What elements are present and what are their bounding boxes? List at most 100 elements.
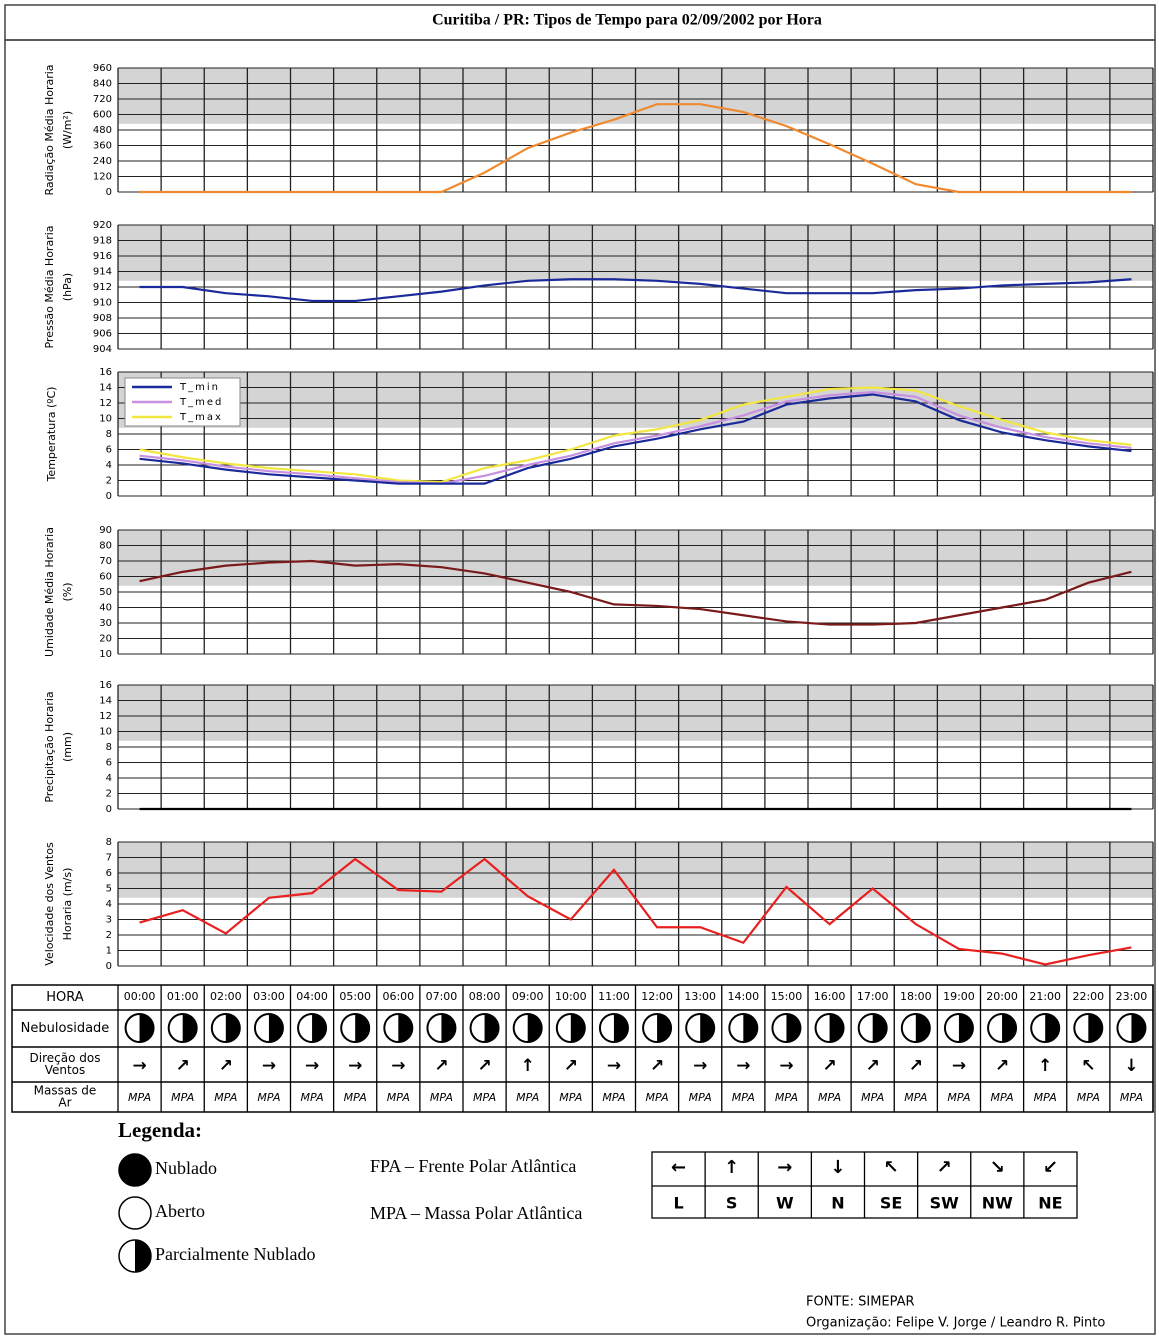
y-tick-label: 8 xyxy=(106,742,112,753)
legend-label: T_max xyxy=(179,412,223,423)
series-line xyxy=(139,857,1132,966)
wind-arrow: → xyxy=(607,1056,621,1076)
dir-arrow: ↖ xyxy=(884,1157,899,1178)
y-tick-label: 914 xyxy=(93,267,112,278)
hour: 08:00 xyxy=(469,990,501,1003)
y-tick-label: 2 xyxy=(106,789,112,800)
air-mass: MPA xyxy=(128,1091,151,1104)
cloud-icon-half xyxy=(1131,1014,1146,1042)
y-tick-label: 480 xyxy=(93,125,112,136)
air-mass: MPA xyxy=(904,1091,927,1104)
y-axis-label: (W/m²) xyxy=(61,111,74,149)
cloud-icon-half xyxy=(829,1014,844,1042)
y-tick-label: 10 xyxy=(99,414,112,425)
series-line xyxy=(139,278,1132,303)
dir-arrow: ← xyxy=(671,1157,686,1178)
legend-label: T_min xyxy=(179,382,220,393)
y-tick-label: 10 xyxy=(99,649,112,660)
y-tick-label: 6 xyxy=(106,868,112,879)
dir-arrow: ↓ xyxy=(830,1157,845,1178)
y-tick-label: 90 xyxy=(99,525,112,536)
cloud-icon-half xyxy=(700,1014,715,1042)
wind-arrow: → xyxy=(952,1056,966,1076)
legend-title: Legenda: xyxy=(118,1118,202,1142)
title: Curitiba / PR: Tipos de Tempo para 02/09… xyxy=(432,12,822,29)
dir-arrow: → xyxy=(777,1157,792,1178)
cloud-icon-half xyxy=(441,1014,456,1042)
table-frame xyxy=(11,984,1154,1113)
hour: 18:00 xyxy=(900,990,932,1003)
air-mass: MPA xyxy=(991,1091,1014,1104)
hour: 19:00 xyxy=(943,990,975,1003)
y-tick-label: 4 xyxy=(106,460,112,471)
y-tick-label: 240 xyxy=(93,156,112,167)
y-tick-label: 60 xyxy=(99,572,112,583)
air-mass: MPA xyxy=(214,1091,237,1104)
wind-arrow: → xyxy=(693,1056,707,1076)
wind-arrow: ↗ xyxy=(822,1056,836,1076)
y-tick-label: 7 xyxy=(106,853,112,864)
y-tick-label: 904 xyxy=(93,344,112,355)
air-mass: MPA xyxy=(689,1091,712,1104)
hour: 12:00 xyxy=(641,990,673,1003)
y-tick-label: 80 xyxy=(99,541,112,552)
y-axis-label: Umidade Média Horaria xyxy=(43,527,56,657)
y-tick-label: 120 xyxy=(93,172,112,183)
dir-label: SE xyxy=(880,1194,902,1213)
hour: 02:00 xyxy=(210,990,242,1003)
air-mass: MPA xyxy=(602,1091,625,1104)
y-tick-label: 20 xyxy=(99,634,112,645)
legend-icon xyxy=(118,1153,152,1187)
hour: 15:00 xyxy=(771,990,803,1003)
wind-arrow: → xyxy=(779,1056,793,1076)
wind-arrow: ↗ xyxy=(650,1056,664,1076)
y-tick-label: 840 xyxy=(93,79,112,90)
hour: 13:00 xyxy=(684,990,716,1003)
cloud-icon-half xyxy=(355,1014,370,1042)
cloud-icon-half xyxy=(657,1014,672,1042)
legend-icon xyxy=(118,1196,152,1230)
y-tick-label: 912 xyxy=(93,282,112,293)
wind-arrow: → xyxy=(305,1056,319,1076)
wind-arrow: ↗ xyxy=(176,1056,190,1076)
wind-arrow: ↗ xyxy=(909,1056,923,1076)
hour: 00:00 xyxy=(124,990,156,1003)
y-tick-label: 908 xyxy=(93,313,112,324)
y-axis-label: Temperatura (ºC) xyxy=(45,387,58,483)
air-mass: MPA xyxy=(559,1091,582,1104)
air-mass: MPA xyxy=(387,1091,410,1104)
wind-arrow: ↗ xyxy=(564,1056,578,1076)
wind-arrow: ↗ xyxy=(219,1056,233,1076)
y-tick-label: 360 xyxy=(93,141,112,152)
hour: 17:00 xyxy=(857,990,889,1003)
cloud-icon-half xyxy=(1045,1014,1060,1042)
y-tick-label: 600 xyxy=(93,110,112,121)
cloud-icon-half xyxy=(1002,1014,1017,1042)
y-tick-label: 920 xyxy=(93,220,112,231)
y-tick-label: 3 xyxy=(106,915,112,926)
air-mass: MPA xyxy=(818,1091,841,1104)
y-tick-label: 4 xyxy=(106,773,112,784)
y-tick-label: 14 xyxy=(99,696,112,707)
y-tick-label: 960 xyxy=(93,63,112,74)
cloud-icon-half xyxy=(484,1014,499,1042)
hour: 07:00 xyxy=(426,990,458,1003)
source: FONTE: SIMEPAR xyxy=(806,1295,915,1310)
air-mass: MPA xyxy=(1034,1091,1057,1104)
y-tick-label: 14 xyxy=(99,383,112,394)
y-tick-label: 40 xyxy=(99,603,112,614)
y-tick-label: 916 xyxy=(93,251,112,262)
hour: 06:00 xyxy=(382,990,414,1003)
y-tick-label: 70 xyxy=(99,556,112,567)
y-tick-label: 6 xyxy=(106,445,112,456)
air-mass: MPA xyxy=(1077,1091,1100,1104)
hour: 09:00 xyxy=(512,990,544,1003)
legend-label: T_med xyxy=(179,397,223,408)
wind-arrow: ↑ xyxy=(521,1056,535,1076)
dir-label: N xyxy=(831,1194,844,1213)
air-mass: MPA xyxy=(473,1091,496,1104)
y-tick-label: 0 xyxy=(106,804,112,815)
air-mass: MPA xyxy=(1120,1091,1143,1104)
hour: 20:00 xyxy=(986,990,1018,1003)
